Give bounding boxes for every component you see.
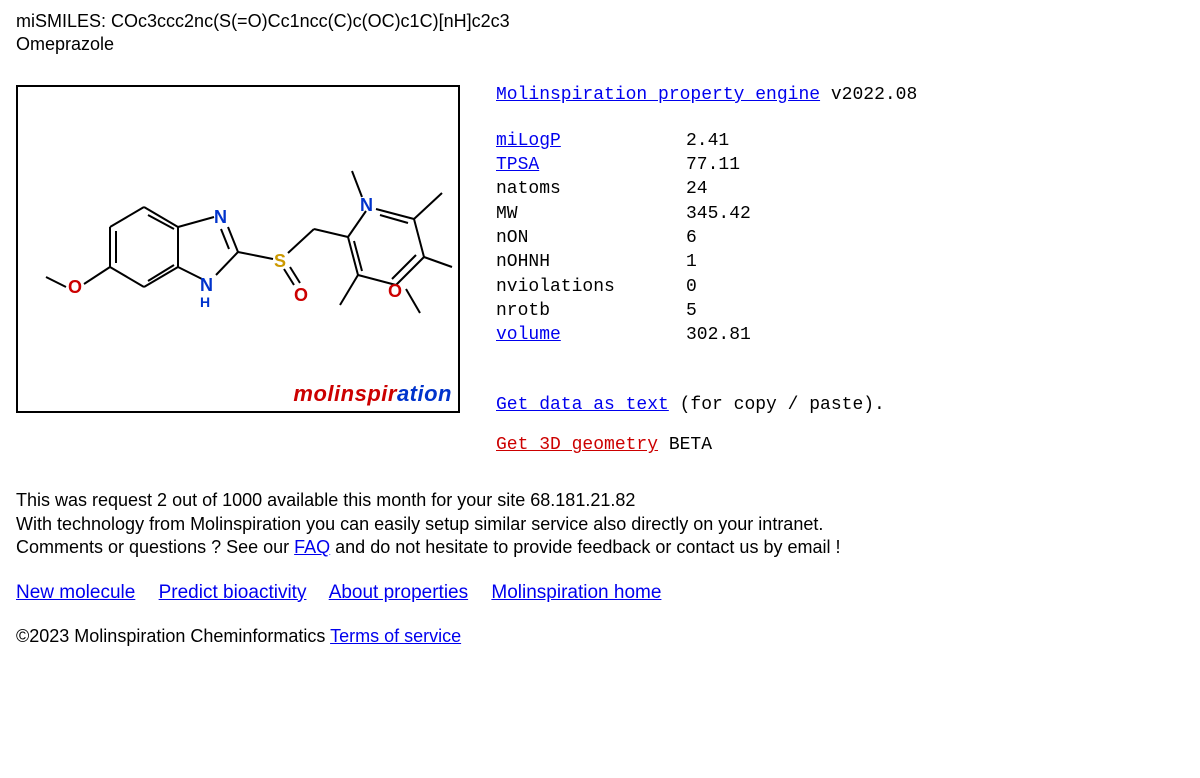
faq-link[interactable]: FAQ — [294, 537, 330, 557]
property-value: 5 — [686, 299, 697, 323]
smiles-label: miSMILES: — [16, 11, 111, 31]
predict-bioactivity-link[interactable]: Predict bioactivity — [159, 582, 307, 603]
property-value: 0 — [686, 275, 697, 299]
svg-text:N: N — [360, 195, 373, 215]
property-label: MW — [496, 202, 686, 226]
property-label: natoms — [496, 177, 686, 201]
property-label: nviolations — [496, 275, 686, 299]
engine-line: Molinspiration property engine v2022.08 — [496, 85, 917, 105]
property-value: 302.81 — [686, 323, 751, 347]
property-label: miLogP — [496, 129, 686, 153]
property-value: 345.42 — [686, 202, 751, 226]
get-data-suffix: (for copy / paste). — [669, 395, 885, 415]
svg-text:N: N — [214, 207, 227, 227]
svg-text:S: S — [274, 251, 286, 271]
property-value: 2.41 — [686, 129, 729, 153]
new-molecule-link[interactable]: New molecule — [16, 582, 135, 603]
property-row: natoms24 — [496, 177, 917, 201]
property-value: 1 — [686, 250, 697, 274]
smiles-value: COc3ccc2nc(S(=O)Cc1ncc(C)c(OC)c1C)[nH]c2… — [111, 11, 510, 31]
svg-text:N: N — [200, 275, 213, 295]
copyright: ©2023 Molinspiration Cheminformatics Ter… — [16, 626, 1184, 647]
property-row: TPSA 77.11 — [496, 153, 917, 177]
footer-text: This was request 2 out of 1000 available… — [16, 489, 1184, 559]
nav-links: New molecule Predict bioactivity About p… — [16, 582, 1184, 604]
footer-line1: This was request 2 out of 1000 available… — [16, 489, 1184, 512]
property-value: 24 — [686, 177, 708, 201]
smiles-line: miSMILES: COc3ccc2nc(S(=O)Cc1ncc(C)c(OC)… — [16, 10, 1184, 33]
structure-panel: O N N H S O N O molinspiration — [16, 85, 460, 413]
property-label: TPSA — [496, 153, 686, 177]
property-label-link[interactable]: miLogP — [496, 131, 561, 151]
structure-drawing: O N N H S O N O — [18, 87, 458, 411]
get-data-line: Get data as text (for copy / paste). — [496, 395, 917, 415]
get-3d-line: Get 3D geometry BETA — [496, 435, 917, 455]
property-value: 77.11 — [686, 153, 740, 177]
svg-text:O: O — [294, 285, 308, 305]
property-row: nON6 — [496, 226, 917, 250]
property-label: nON — [496, 226, 686, 250]
property-label-link[interactable]: volume — [496, 325, 561, 345]
property-label-link[interactable]: TPSA — [496, 155, 539, 175]
property-row: MW345.42 — [496, 202, 917, 226]
terms-of-service-link[interactable]: Terms of service — [330, 626, 461, 646]
property-row: nrotb5 — [496, 299, 917, 323]
footer-line3: Comments or questions ? See our FAQ and … — [16, 536, 1184, 559]
get-data-as-text-link[interactable]: Get data as text — [496, 395, 669, 415]
property-row: miLogP 2.41 — [496, 129, 917, 153]
get-3d-geometry-link[interactable]: Get 3D geometry — [496, 435, 658, 455]
property-row: volume 302.81 — [496, 323, 917, 347]
get-3d-suffix: BETA — [658, 435, 712, 455]
property-row: nviolations0 — [496, 275, 917, 299]
svg-text:O: O — [388, 281, 402, 301]
svg-text:O: O — [68, 277, 82, 297]
property-table: miLogP2.41TPSA77.11natoms24MW345.42nON6n… — [496, 129, 917, 348]
property-row: nOHNH1 — [496, 250, 917, 274]
molecule-name: Omeprazole — [16, 33, 1184, 56]
molinspiration-home-link[interactable]: Molinspiration home — [491, 582, 661, 603]
molinspiration-logo: molinspiration — [293, 381, 452, 407]
property-label: volume — [496, 323, 686, 347]
property-value: 6 — [686, 226, 697, 250]
engine-version: v2022.08 — [820, 85, 917, 105]
svg-text:H: H — [200, 294, 210, 310]
property-label: nrotb — [496, 299, 686, 323]
about-properties-link[interactable]: About properties — [329, 582, 468, 603]
footer-line2: With technology from Molinspiration you … — [16, 513, 1184, 536]
property-label: nOHNH — [496, 250, 686, 274]
properties-panel: Molinspiration property engine v2022.08 … — [496, 85, 917, 456]
engine-link[interactable]: Molinspiration property engine — [496, 85, 820, 105]
